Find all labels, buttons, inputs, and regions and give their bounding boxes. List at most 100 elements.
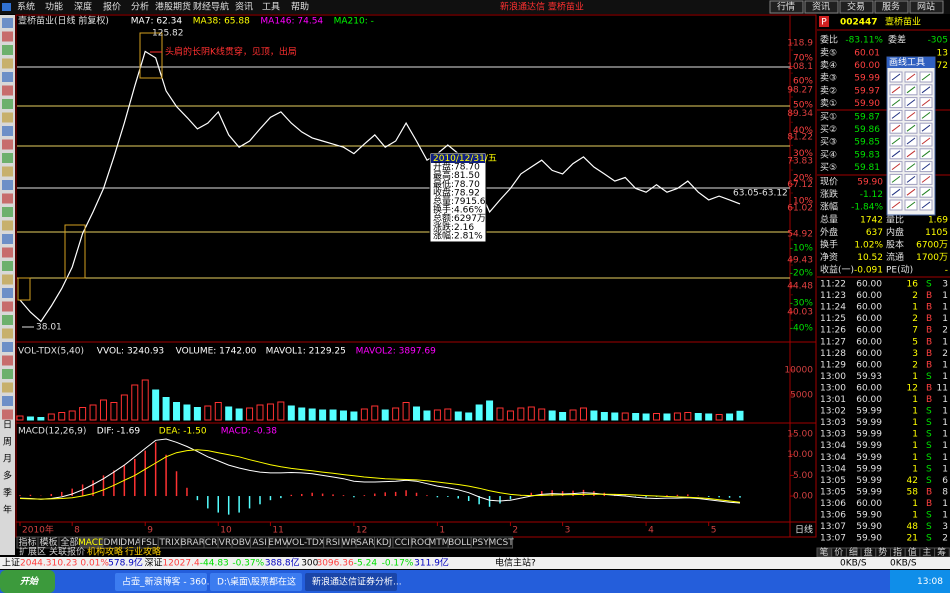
task-button[interactable]	[115, 573, 207, 591]
panel-tab-label[interactable]: 主	[922, 546, 931, 558]
tool-icon[interactable]	[2, 301, 13, 312]
indicator-tab-label[interactable]: 模板	[39, 536, 57, 548]
tool-icon[interactable]	[2, 247, 13, 258]
menu-item[interactable]: 深度	[74, 1, 92, 13]
task-button[interactable]	[210, 573, 302, 591]
top-button-label[interactable]: 服务	[882, 1, 900, 13]
tool-icon[interactable]	[2, 220, 13, 231]
panel-tab-label[interactable]: 细	[849, 546, 858, 558]
extension-tab[interactable]: 行业攻略	[125, 546, 161, 558]
top-button[interactable]	[804, 0, 839, 14]
tool-icon[interactable]	[2, 72, 13, 82]
top-button-label[interactable]: 网站	[917, 1, 935, 13]
extension-tab[interactable]: 扩展区	[19, 546, 46, 558]
top-button[interactable]	[839, 0, 874, 14]
period-button[interactable]: 多	[3, 470, 12, 482]
start-button[interactable]	[0, 570, 55, 593]
tool-icon[interactable]	[2, 18, 13, 28]
menu-item[interactable]: 分析	[131, 1, 149, 13]
menu-item[interactable]: 帮助	[291, 1, 309, 13]
tool-icon[interactable]	[2, 369, 13, 379]
indicator-tab-label[interactable]: ASI	[252, 538, 267, 548]
tool-icon[interactable]	[2, 207, 13, 217]
start-label[interactable]: 开始	[20, 576, 39, 587]
tool-icon[interactable]	[2, 274, 13, 285]
period-button[interactable]: 周	[3, 437, 12, 448]
tool-icon[interactable]	[2, 342, 13, 352]
tool-icon[interactable]	[2, 126, 13, 136]
tool-icon[interactable]	[2, 153, 13, 163]
indicator-tab-label[interactable]: ROC	[411, 538, 431, 548]
top-button[interactable]	[909, 0, 944, 14]
indicator-tab-label[interactable]: TRIX	[158, 538, 180, 548]
tool-icon[interactable]	[2, 409, 13, 420]
menu-item[interactable]: 港股期货	[155, 1, 191, 13]
tool-icon[interactable]	[2, 166, 13, 177]
menu-item[interactable]: 工具	[262, 2, 280, 13]
indicator-tab-label[interactable]: DMI	[103, 538, 120, 548]
panel-tab-label[interactable]: 笔	[819, 546, 828, 558]
menu-item[interactable]: 资讯	[235, 2, 253, 13]
indicator-tab-label[interactable]: EMV	[268, 538, 288, 548]
top-button[interactable]	[769, 0, 804, 14]
task-label[interactable]: D:\桌面\股票都在这	[217, 576, 296, 588]
indicator-tab-label[interactable]: BOLL	[448, 538, 471, 548]
menu-item[interactable]: 功能	[45, 1, 63, 13]
period-button[interactable]: 季	[3, 487, 12, 499]
menu-item[interactable]: 报价	[103, 1, 121, 13]
menu-item[interactable]: 系统	[17, 1, 35, 13]
top-button-label[interactable]: 交易	[847, 1, 865, 13]
task-button[interactable]	[305, 573, 397, 591]
tool-icon[interactable]	[2, 139, 13, 150]
indicator-tab-label[interactable]: VOL-TDX	[286, 538, 325, 548]
extension-tab[interactable]: 机构攻略	[87, 546, 123, 558]
tool-icon[interactable]	[2, 234, 13, 244]
tool-icon[interactable]	[2, 328, 13, 339]
tool-icon[interactable]	[2, 315, 13, 325]
tool-icon[interactable]	[2, 180, 13, 190]
tool-icon[interactable]	[2, 31, 13, 42]
indicator-tab-label[interactable]: BRAR	[180, 538, 204, 548]
tool-icon[interactable]	[2, 193, 13, 204]
indicator-tab-label[interactable]: CR	[205, 538, 218, 548]
top-button-label[interactable]: 行情	[777, 1, 795, 13]
indicator-tab-label[interactable]: DMA	[120, 538, 142, 548]
menu-item[interactable]: 财经导航	[193, 1, 229, 13]
indicator-tab-label[interactable]: MACD	[78, 538, 105, 548]
panel-tab-label[interactable]: 指	[893, 546, 902, 558]
indicator-tab-label[interactable]: 全部	[60, 536, 78, 548]
indicator-tab-label[interactable]: RSI	[326, 538, 341, 548]
indicator-tab-label[interactable]: 指标	[18, 536, 36, 548]
tool-icon[interactable]	[2, 261, 13, 271]
indicator-tab[interactable]	[489, 536, 514, 549]
panel-tab-label[interactable]: 筹	[937, 546, 946, 558]
panel-tab-label[interactable]: 盘	[864, 546, 873, 558]
indicator-tab-label[interactable]: MCST	[488, 538, 514, 548]
top-button[interactable]	[874, 0, 909, 14]
tool-icon[interactable]	[2, 396, 13, 406]
panel-tab-label[interactable]: 值	[908, 546, 917, 558]
indicator-tab-label[interactable]: KDJ	[376, 538, 392, 548]
tool-icon[interactable]	[2, 382, 13, 393]
period-button[interactable]: 日	[3, 420, 12, 431]
top-button-label[interactable]: 资讯	[812, 2, 830, 13]
indicator-tab-label[interactable]: VR	[219, 538, 231, 548]
tool-icon[interactable]	[2, 85, 13, 96]
tool-icon[interactable]	[2, 99, 13, 109]
indicator-tab-label[interactable]: PSY	[472, 538, 489, 548]
indicator-tab-label[interactable]: SAR	[356, 538, 374, 548]
tool-icon[interactable]	[2, 58, 13, 69]
tool-icon[interactable]	[2, 355, 13, 366]
panel-tab-label[interactable]: 势	[878, 546, 887, 558]
period-button[interactable]: 年	[3, 504, 12, 516]
indicator-tab-label[interactable]: OBV	[232, 538, 252, 548]
indicator-tab-label[interactable]: CCI	[395, 538, 410, 548]
tool-icon[interactable]	[2, 112, 13, 123]
panel-tab-label[interactable]: 价	[834, 547, 843, 558]
period-button[interactable]: 月	[3, 454, 12, 465]
tool-icon[interactable]	[2, 45, 13, 55]
tool-icon[interactable]	[2, 288, 13, 298]
indicator-tab-label[interactable]: FSL	[141, 538, 157, 548]
extension-tab[interactable]: 关联报价	[49, 546, 85, 558]
task-label[interactable]: 占壶_新浪博客 - 360...	[122, 576, 215, 588]
